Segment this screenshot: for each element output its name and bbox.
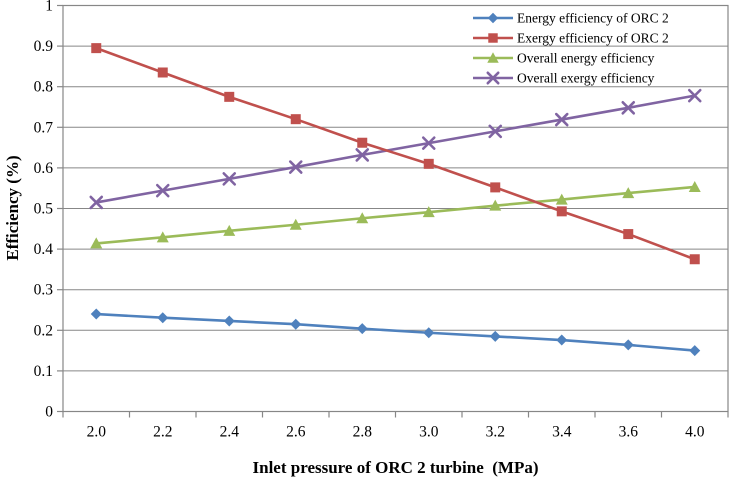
x-marker: [288, 160, 303, 174]
x-tick-label: 3.4: [552, 424, 572, 441]
square-marker: [290, 114, 301, 125]
diamond-marker: [689, 345, 701, 357]
y-tick-label: 0.1: [34, 363, 53, 380]
diamond-marker: [356, 323, 368, 335]
x-marker: [687, 88, 702, 103]
diamond-marker: [622, 339, 634, 351]
x-marker: [355, 148, 370, 162]
y-tick-label: 1: [45, 0, 53, 15]
x-tick-label: 2.4: [220, 424, 240, 441]
series-energy-efficiency-of-orc-2: [90, 308, 701, 357]
diamond-marker: [223, 315, 235, 327]
series-line: [96, 94, 695, 204]
square-marker: [623, 229, 634, 240]
triangle-marker: [223, 224, 236, 236]
x-marker: [486, 71, 500, 85]
y-tick-label: 0: [45, 404, 53, 421]
diamond-marker: [487, 12, 499, 24]
y-tick-label: 0.3: [34, 282, 54, 299]
triangle-marker: [289, 218, 302, 230]
legend-entry-exergy-efficiency-of-orc-2: Exergy efficiency of ORC 2: [473, 31, 669, 46]
square-marker: [488, 33, 498, 43]
y-tick-label: 0.8: [34, 79, 54, 96]
x-axis-title: Inlet pressure of ORC 2 turbine (MPa): [252, 458, 539, 477]
series-overall-exergy-efficiency: [89, 88, 702, 210]
y-tick-label: 0.6: [34, 160, 54, 177]
square-marker: [224, 91, 235, 102]
series-line: [96, 185, 695, 245]
square-marker: [157, 67, 168, 78]
series-overall-energy-efficiency: [90, 180, 701, 249]
square-marker: [423, 158, 434, 169]
x-tick-label: 2.0: [87, 424, 107, 441]
triangle-marker: [688, 180, 701, 192]
triangle-marker: [90, 237, 103, 249]
x-marker: [488, 124, 503, 139]
axes: 0 0.1 0.2 0.3 0.4 0.5 0.6 0.7 0.8 0.9 1 2.0 2.2 2.4 2.…: [34, 0, 729, 441]
x-tick-label: 2.8: [353, 424, 373, 441]
y-tick-label: 0.7: [34, 119, 54, 136]
gridlines: [63, 5, 728, 412]
x-tick-label: 2.6: [286, 424, 306, 441]
square-marker: [490, 182, 501, 193]
square-marker: [689, 254, 700, 265]
triangle-marker: [622, 187, 635, 199]
series-exergy-efficiency-of-orc-2: [91, 43, 700, 265]
square-marker: [357, 137, 368, 148]
legend-entry-overall-energy-efficiency: Overall energy efficiency: [473, 51, 655, 66]
x-marker: [155, 183, 170, 198]
x-marker: [222, 172, 237, 186]
x-tick-label: 4.0: [685, 424, 705, 441]
x-marker: [89, 195, 104, 210]
triangle-marker: [489, 199, 502, 211]
x-marker: [554, 112, 569, 127]
x-tick-label: 2.2: [153, 424, 172, 441]
x-tick-label: 3.2: [486, 424, 505, 441]
triangle-marker: [555, 193, 568, 205]
x-marker: [421, 136, 436, 150]
triangle-marker: [487, 52, 499, 63]
x-tick-label: 3.0: [419, 424, 439, 441]
triangle-marker: [156, 231, 169, 243]
y-tick-label: 0.2: [34, 322, 53, 339]
y-tick-label: 0.5: [34, 201, 54, 218]
legend-label: Overall exergy efficiency: [517, 71, 655, 86]
y-tick-label: 0.9: [34, 38, 54, 55]
diamond-marker: [90, 308, 102, 320]
diamond-marker: [290, 318, 302, 330]
square-marker: [556, 206, 567, 217]
y-axis-title: Efficiency (%): [3, 155, 22, 261]
legend: Energy efficiency of ORC 2 Exergy efficie…: [473, 11, 669, 86]
diamond-marker: [423, 327, 435, 339]
triangle-marker: [422, 206, 435, 218]
series-line: [96, 312, 695, 352]
diamond-marker: [157, 312, 169, 324]
square-marker: [91, 43, 102, 54]
legend-entry-overall-exergy-efficiency: Overall exergy efficiency: [473, 71, 655, 86]
triangle-marker: [356, 212, 369, 224]
diamond-marker: [489, 330, 501, 342]
legend-label: Energy efficiency of ORC 2: [517, 11, 669, 26]
y-tick-label: 0.4: [34, 241, 54, 258]
series-line: [95, 46, 696, 261]
legend-entry-energy-efficiency-of-orc-2: Energy efficiency of ORC 2: [473, 11, 669, 26]
x-marker: [621, 101, 636, 115]
legend-label: Overall energy efficiency: [517, 51, 655, 66]
diamond-marker: [556, 334, 568, 346]
legend-label: Exergy efficiency of ORC 2: [517, 31, 669, 46]
x-tick-label: 3.6: [619, 424, 639, 441]
